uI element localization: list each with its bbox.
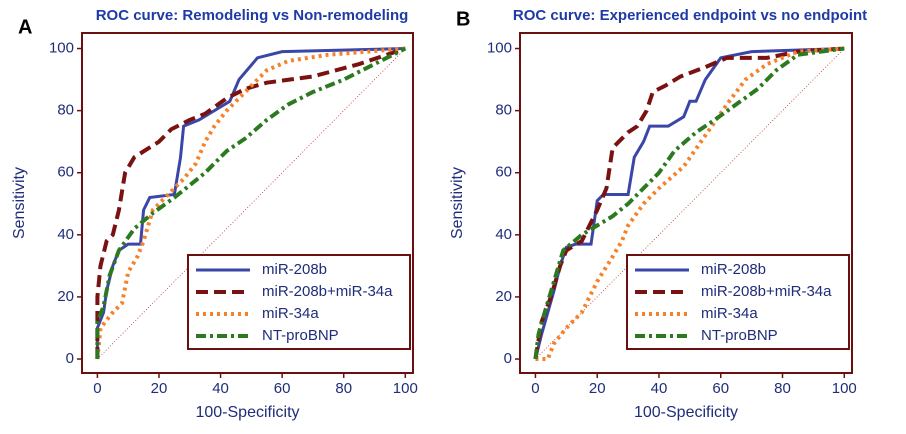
y-tick-label: 20: [57, 288, 74, 305]
plot-frame: [519, 32, 853, 374]
reference-diagonal: [97, 48, 406, 360]
x-tick-label: 0: [531, 380, 539, 397]
chart-title: ROC curve: Remodeling vs Non-remodeling: [96, 7, 409, 24]
y-axis-title: Sensitivity: [11, 167, 28, 239]
legend-label: NT-proBNP: [701, 327, 778, 344]
legend-label: miR-34a: [701, 305, 758, 322]
chart-title: ROC curve: Experienced endpoint vs no en…: [513, 7, 867, 24]
roc-curve: [533, 46, 845, 360]
legend-label: NT-proBNP: [262, 327, 339, 344]
roc-curve: [535, 46, 845, 362]
y-tick-label: 0: [504, 350, 512, 367]
y-tick-label: 60: [57, 164, 74, 181]
x-tick-label: 60: [712, 380, 729, 397]
y-tick-label: 100: [49, 39, 74, 56]
y-tick-label: 40: [57, 226, 74, 243]
x-tick-label: 100: [832, 380, 857, 397]
x-tick-label: 60: [274, 380, 291, 397]
y-tick-label: 100: [487, 39, 512, 56]
y-tick-label: 20: [495, 288, 512, 305]
x-axis-title: 100-Specificity: [634, 404, 738, 421]
panel-label: A: [18, 16, 32, 38]
x-tick-label: 20: [151, 380, 168, 397]
roc-curve: [95, 46, 407, 360]
y-tick-label: 40: [495, 226, 512, 243]
y-tick-label: 0: [66, 350, 74, 367]
roc-curve: [95, 47, 406, 360]
legend-label: miR-208b: [701, 261, 766, 278]
plot-frame: [81, 32, 414, 374]
reference-diagonal: [535, 48, 845, 360]
x-tick-label: 40: [651, 380, 668, 397]
x-axis-title: 100-Specificity: [195, 404, 299, 421]
y-tick-label: 80: [495, 102, 512, 119]
y-tick-label: 60: [495, 164, 512, 181]
x-tick-label: 80: [774, 380, 791, 397]
panel-label: B: [456, 8, 470, 30]
x-tick-label: 40: [212, 380, 229, 397]
x-tick-label: 100: [393, 380, 418, 397]
legend-label: miR-34a: [262, 305, 319, 322]
legend-label: miR-208b: [262, 261, 327, 278]
x-tick-label: 20: [589, 380, 606, 397]
x-tick-label: 0: [93, 380, 101, 397]
y-axis-title: Sensitivity: [449, 167, 466, 239]
legend-label: miR-208b+miR-34a: [262, 283, 393, 300]
y-tick-label: 80: [57, 102, 74, 119]
roc-curve: [95, 46, 406, 360]
x-tick-label: 80: [335, 380, 352, 397]
roc-curve: [95, 46, 406, 360]
legend-label: miR-208b+miR-34a: [701, 283, 832, 300]
